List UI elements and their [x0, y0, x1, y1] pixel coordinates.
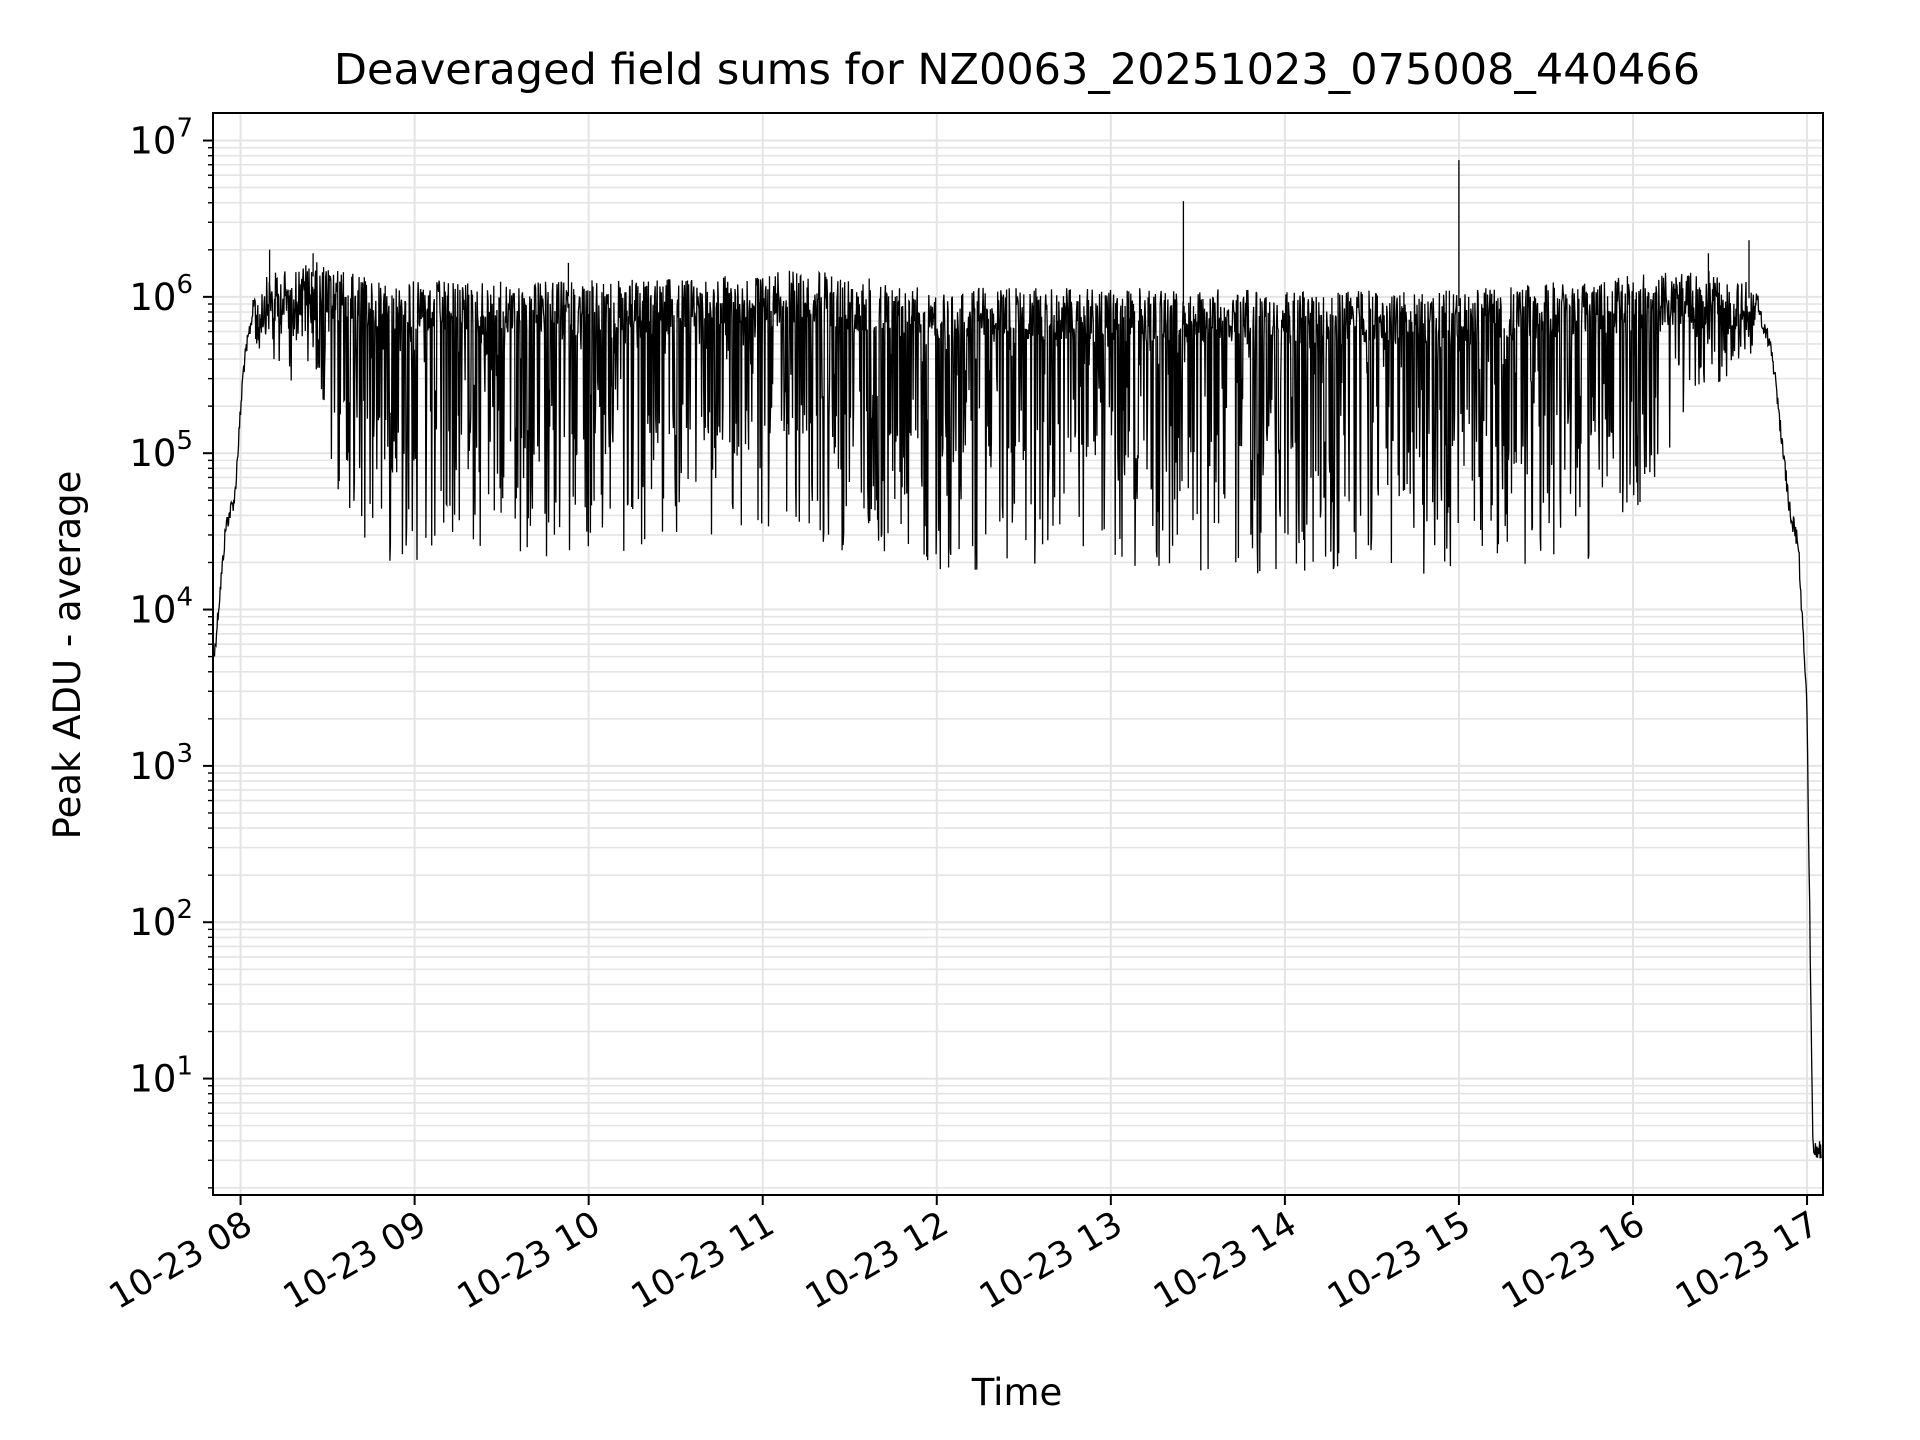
x-tick-label: 10-23 11 [625, 1204, 781, 1317]
x-axis: 10-23 08 10-23 09 10-23 10 10-23 11 10-23 12… [103, 1195, 1826, 1317]
x-tick-label: 10-23 12 [799, 1204, 955, 1317]
y-tick-label: 103 [129, 739, 193, 788]
y-tick-label: 101 [129, 1052, 193, 1101]
plot-frame [212, 112, 1824, 1196]
x-axis-label: Time [971, 1371, 1063, 1414]
x-tick-label: 10-23 17 [1669, 1204, 1825, 1317]
x-tick-label: 10-23 10 [451, 1204, 607, 1317]
plot-area [213, 160, 1822, 1159]
x-tick-label: 10-23 16 [1495, 1204, 1651, 1317]
series-line [213, 160, 1822, 1159]
y-axis-label: Peak ADU - average [46, 471, 89, 840]
y-tick-label: 104 [129, 583, 193, 632]
x-tick-label: 10-23 08 [103, 1204, 259, 1317]
chart-title: Deaveraged field sums for NZ0063_2025102… [334, 45, 1700, 95]
y-tick-label: 107 [129, 114, 193, 163]
y-axis: 101 102 103 104 105 106 107 [129, 114, 213, 1189]
y-tick-label: 106 [129, 270, 193, 319]
x-tick-label: 10-23 13 [973, 1204, 1129, 1317]
grid [213, 113, 1823, 1195]
x-tick-label: 10-23 14 [1147, 1204, 1303, 1317]
y-tick-label: 102 [129, 895, 193, 944]
x-tick-label: 10-23 15 [1321, 1204, 1477, 1317]
y-tick-label: 105 [129, 426, 193, 475]
x-tick-label: 10-23 09 [277, 1204, 433, 1317]
